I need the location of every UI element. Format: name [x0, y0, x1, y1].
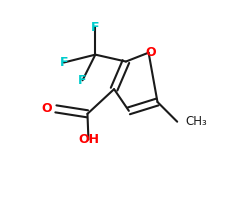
Text: F: F — [60, 56, 68, 69]
Text: F: F — [78, 74, 87, 87]
Text: F: F — [91, 21, 100, 34]
Text: OH: OH — [78, 133, 99, 146]
Text: O: O — [145, 46, 156, 59]
Text: O: O — [42, 102, 52, 115]
Text: CH₃: CH₃ — [185, 115, 207, 128]
